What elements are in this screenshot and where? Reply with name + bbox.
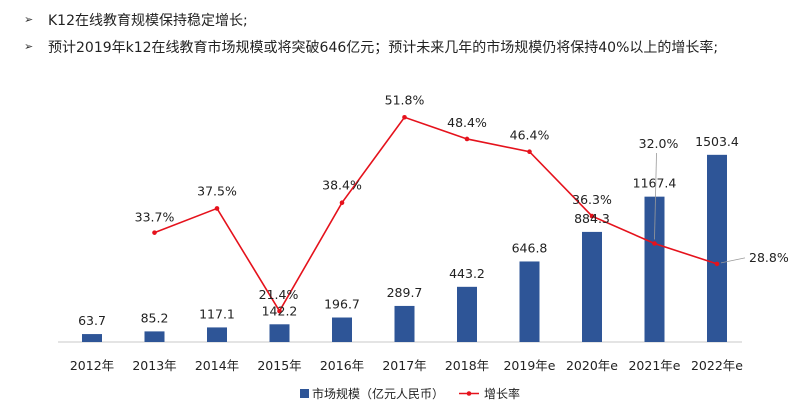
rate-value-label: 21.4%: [259, 287, 299, 302]
bar-value-label: 196.7: [324, 297, 360, 312]
leader-line: [654, 152, 657, 240]
x-tick-label: 2018年: [445, 358, 489, 373]
bullet-text-1: K12在线教育规模保持稳定增长;: [48, 12, 248, 29]
bar: [457, 286, 477, 342]
legend-line-marker: [466, 391, 472, 396]
bar-value-label: 443.2: [449, 266, 485, 281]
growth-rate-line: [154, 116, 718, 313]
x-tick-label: 2012年: [70, 358, 114, 373]
bar: [644, 196, 665, 342]
bullet-item-2: ➢ 预计2019年k12在线教育市场规模或将突破646亿元；预计未来几年的市场规…: [24, 33, 794, 60]
bar-value-label: 117.1: [199, 306, 235, 321]
arrow-bullet-icon: ➢: [24, 40, 34, 53]
bar-value-label: 289.7: [387, 285, 423, 300]
x-tick-label: 2017年: [382, 358, 426, 373]
bar-value-label: 1503.4: [695, 134, 739, 149]
x-tick-label: 2015年: [257, 358, 301, 373]
bar: [582, 231, 602, 342]
line-series: [152, 114, 720, 314]
bar: [269, 324, 290, 342]
leader-line: [720, 257, 746, 264]
bar-value-label: 884.3: [574, 211, 610, 226]
growth-rate-point: [714, 261, 720, 267]
growth-rate-point: [152, 230, 157, 235]
bar: [332, 317, 352, 342]
bullet-text-2: 预计2019年k12在线教育市场规模或将突破646亿元；预计未来几年的市场规模仍…: [48, 39, 719, 56]
rate-value-label: 36.3%: [572, 192, 612, 207]
legend-bar-label: 市场规模（亿元人民币）: [312, 386, 444, 401]
rate-value-label: 32.0%: [639, 136, 679, 151]
bar-value-label: 1167.4: [633, 176, 677, 191]
rate-value-label: 37.5%: [197, 183, 237, 198]
data-labels: 63.7 85.2 117.1 142.2 196.7 289.7 443.2 646.8 88…: [78, 92, 789, 328]
bar: [394, 305, 415, 342]
growth-rate-point: [402, 114, 407, 120]
x-tick-label: 2013年: [132, 358, 176, 373]
bullet-list: ➢ K12在线教育规模保持稳定增长; ➢ 预计2019年k12在线教育市场规模或…: [24, 6, 794, 60]
growth-rate-point: [277, 308, 282, 314]
legend-line-label: 增长率: [484, 386, 520, 401]
bar-value-label: 63.7: [78, 313, 106, 328]
x-tick-label: 2014年: [195, 358, 239, 373]
growth-rate-point: [464, 136, 470, 142]
bar: [707, 154, 727, 342]
growth-rate-point: [339, 200, 345, 205]
legend: 市场规模（亿元人民币） 增长率: [300, 386, 520, 401]
bar: [82, 334, 102, 342]
x-tick-label: 2016年: [320, 358, 364, 373]
bar: [144, 331, 165, 342]
bar: [207, 327, 227, 342]
bar-value-label: 142.2: [262, 303, 298, 318]
bullet-item-1: ➢ K12在线教育规模保持稳定增长;: [24, 6, 794, 33]
x-axis: 2012年 2013年 2014年 2015年 2016年 2017年 2018年 2019年…: [58, 341, 743, 373]
bar-value-label: 646.8: [512, 240, 548, 255]
bar-series: [82, 154, 727, 342]
rate-value-label: 51.8%: [385, 92, 425, 107]
rate-value-label: 48.4%: [447, 115, 487, 130]
x-tick-label: 2019年e: [503, 358, 555, 373]
x-tick-label: 2021年e: [628, 358, 680, 373]
rate-value-label: 33.7%: [135, 210, 175, 225]
rate-value-label: 46.4%: [510, 128, 550, 143]
bar-value-label: 85.2: [141, 310, 169, 325]
growth-rate-point: [589, 213, 595, 219]
rate-value-label: 28.8%: [749, 250, 789, 265]
arrow-bullet-icon: ➢: [24, 13, 34, 26]
x-tick-label: 2022年e: [691, 358, 743, 373]
legend-bar-swatch: [300, 389, 309, 398]
x-tick-label: 2020年e: [566, 358, 618, 373]
rate-value-label: 38.4%: [322, 178, 362, 193]
growth-rate-point: [527, 149, 532, 154]
growth-rate-point: [652, 241, 657, 246]
growth-rate-point: [214, 206, 220, 211]
bar: [519, 261, 540, 342]
